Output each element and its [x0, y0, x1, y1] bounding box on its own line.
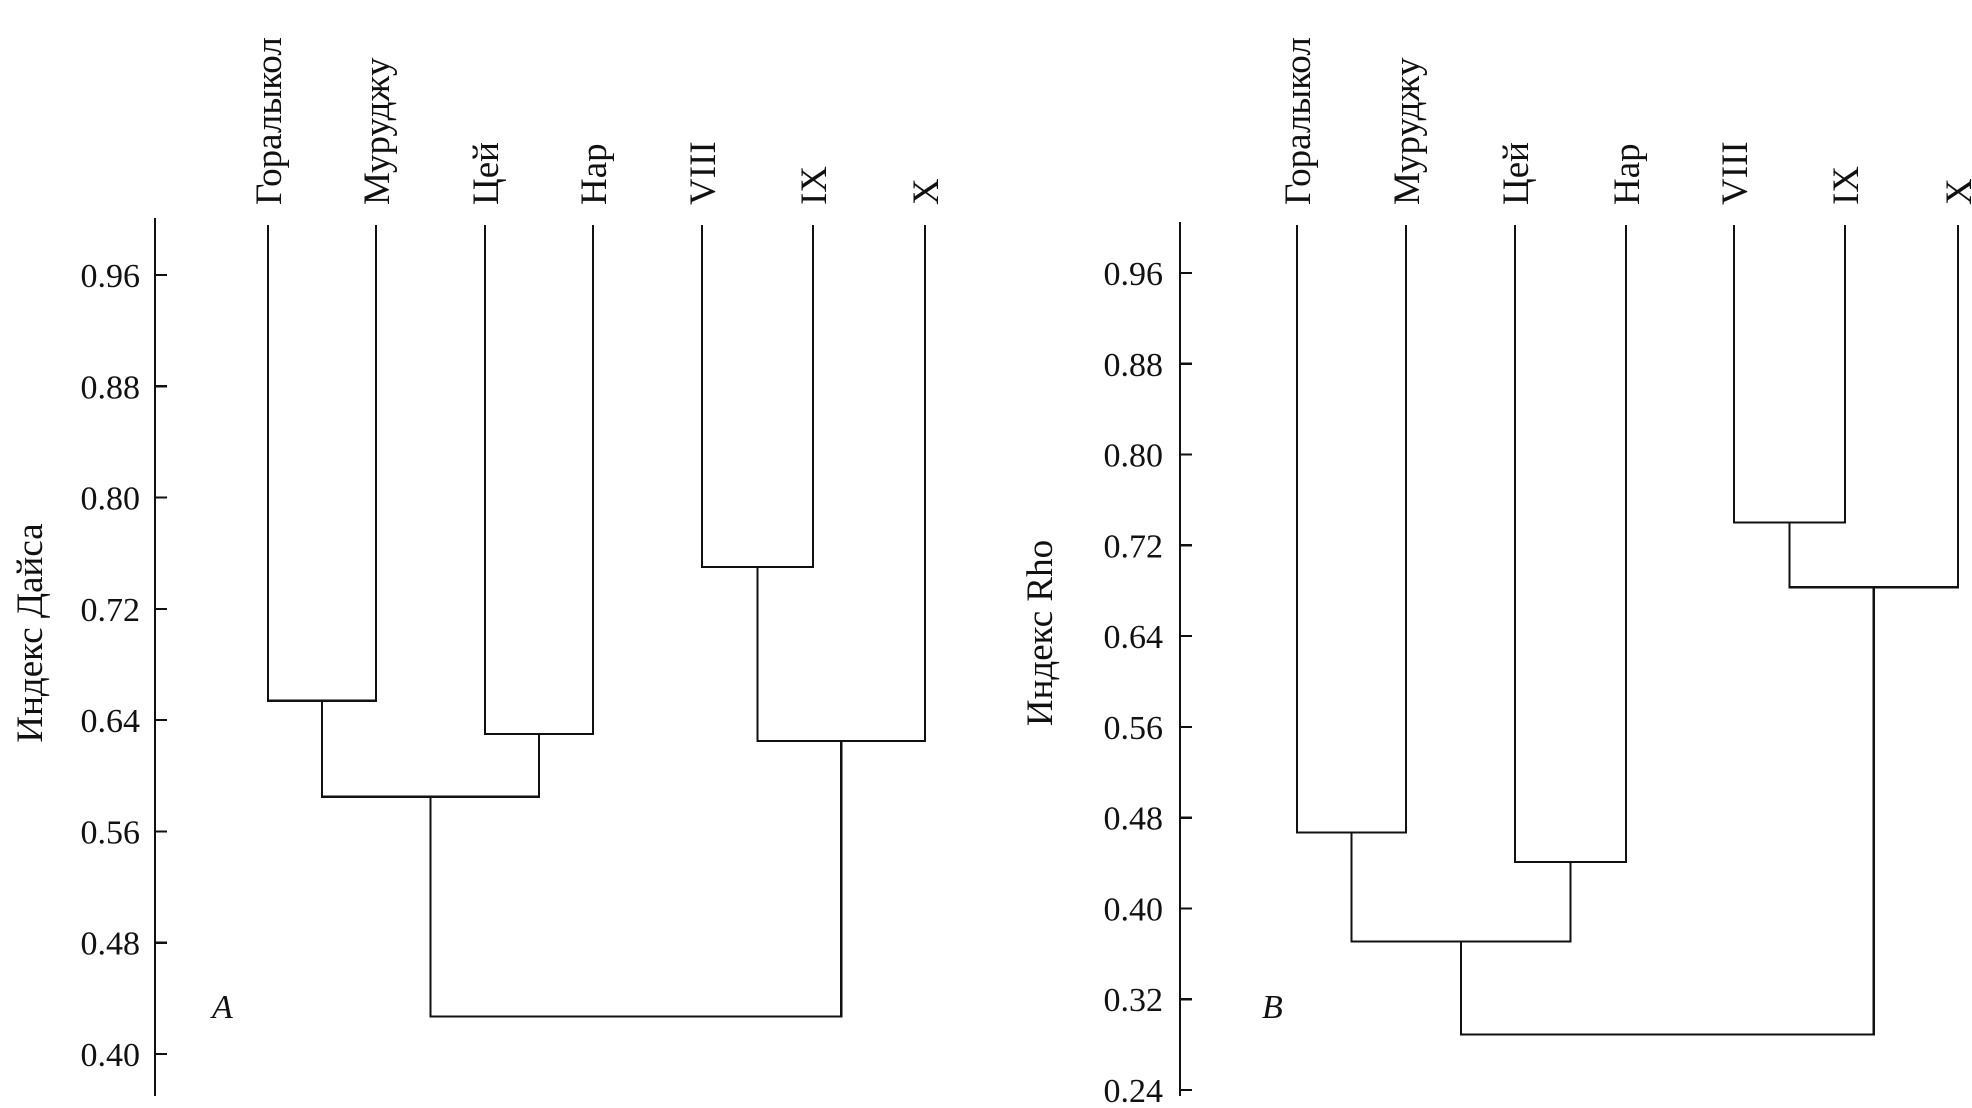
y-axis-label: Индекс Дайса: [10, 523, 51, 742]
y-tick-label: 0.96: [1104, 256, 1164, 293]
y-axis-label: Индекс Rho: [1020, 540, 1061, 726]
y-tick-label: 0.56: [1104, 710, 1164, 747]
dendrogram-link: [1459, 587, 1875, 1036]
panel-label: A: [210, 989, 233, 1026]
dendrogram-link: [1732, 225, 1847, 524]
dendrogram-link: [756, 225, 927, 743]
dendrogram-link: [429, 741, 843, 1018]
dendrogram-link: [1788, 225, 1960, 589]
y-tick-label: 0.80: [1104, 438, 1164, 475]
y-tick-label: 0.24: [1104, 1073, 1164, 1108]
y-tick-label: 0.88: [81, 369, 141, 406]
dendrogram-link: [1350, 832, 1572, 943]
dendrogram-link: [266, 225, 378, 702]
y-tick-label: 0.72: [81, 592, 141, 629]
leaf-label: IX: [1826, 166, 1867, 205]
leaf-label: Горалыкол: [1278, 37, 1319, 205]
leaf-label: X: [1939, 178, 1972, 205]
leaf-label: Нар: [1607, 143, 1648, 205]
y-tick-label: 0.48: [1104, 801, 1164, 838]
y-tick-label: 0.80: [81, 481, 141, 518]
y-tick-label: 0.88: [1104, 347, 1164, 384]
y-tick-label: 0.72: [1104, 528, 1164, 565]
dendrogram-link: [483, 225, 595, 736]
leaf-label: VIII: [683, 141, 724, 205]
leaf-label: Муруджу: [1387, 57, 1428, 205]
panel-a: 0.96 0.88 0.80 0.72 0.64 0.56 0.48 0.40 Индекс Д…: [10, 37, 947, 1096]
y-tick-label: 0.64: [81, 703, 141, 740]
dendrogram-link: [320, 700, 541, 798]
panel-label: B: [1262, 989, 1283, 1026]
leaf-label: IX: [794, 166, 835, 205]
y-tick-label: 0.64: [1104, 619, 1164, 656]
leaf-label: Цей: [1496, 142, 1537, 205]
leaf-label: X: [906, 178, 947, 205]
dendrogram-link: [700, 225, 815, 569]
y-tick-label: 0.32: [1104, 982, 1164, 1019]
y-tick-label: 0.48: [81, 926, 141, 963]
y-tick-label: 0.56: [81, 814, 141, 851]
leaf-label: Нар: [574, 143, 615, 205]
leaf-label: VIII: [1715, 141, 1756, 205]
leaf-label: Цей: [466, 142, 507, 205]
y-tick-label: 0.96: [81, 258, 141, 295]
leaf-label: Горалыкол: [249, 37, 290, 205]
dendrogram-link: [1295, 225, 1408, 834]
leaf-label: Муруджу: [357, 57, 398, 205]
y-tick-label: 0.40: [81, 1037, 141, 1074]
panel-b: 0.96 0.88 0.80 0.72 0.64 0.56 0.48 0.40 0.32 0.24…: [1020, 37, 1972, 1108]
y-tick-label: 0.40: [1104, 891, 1164, 928]
dendrogram-link: [1513, 225, 1628, 864]
